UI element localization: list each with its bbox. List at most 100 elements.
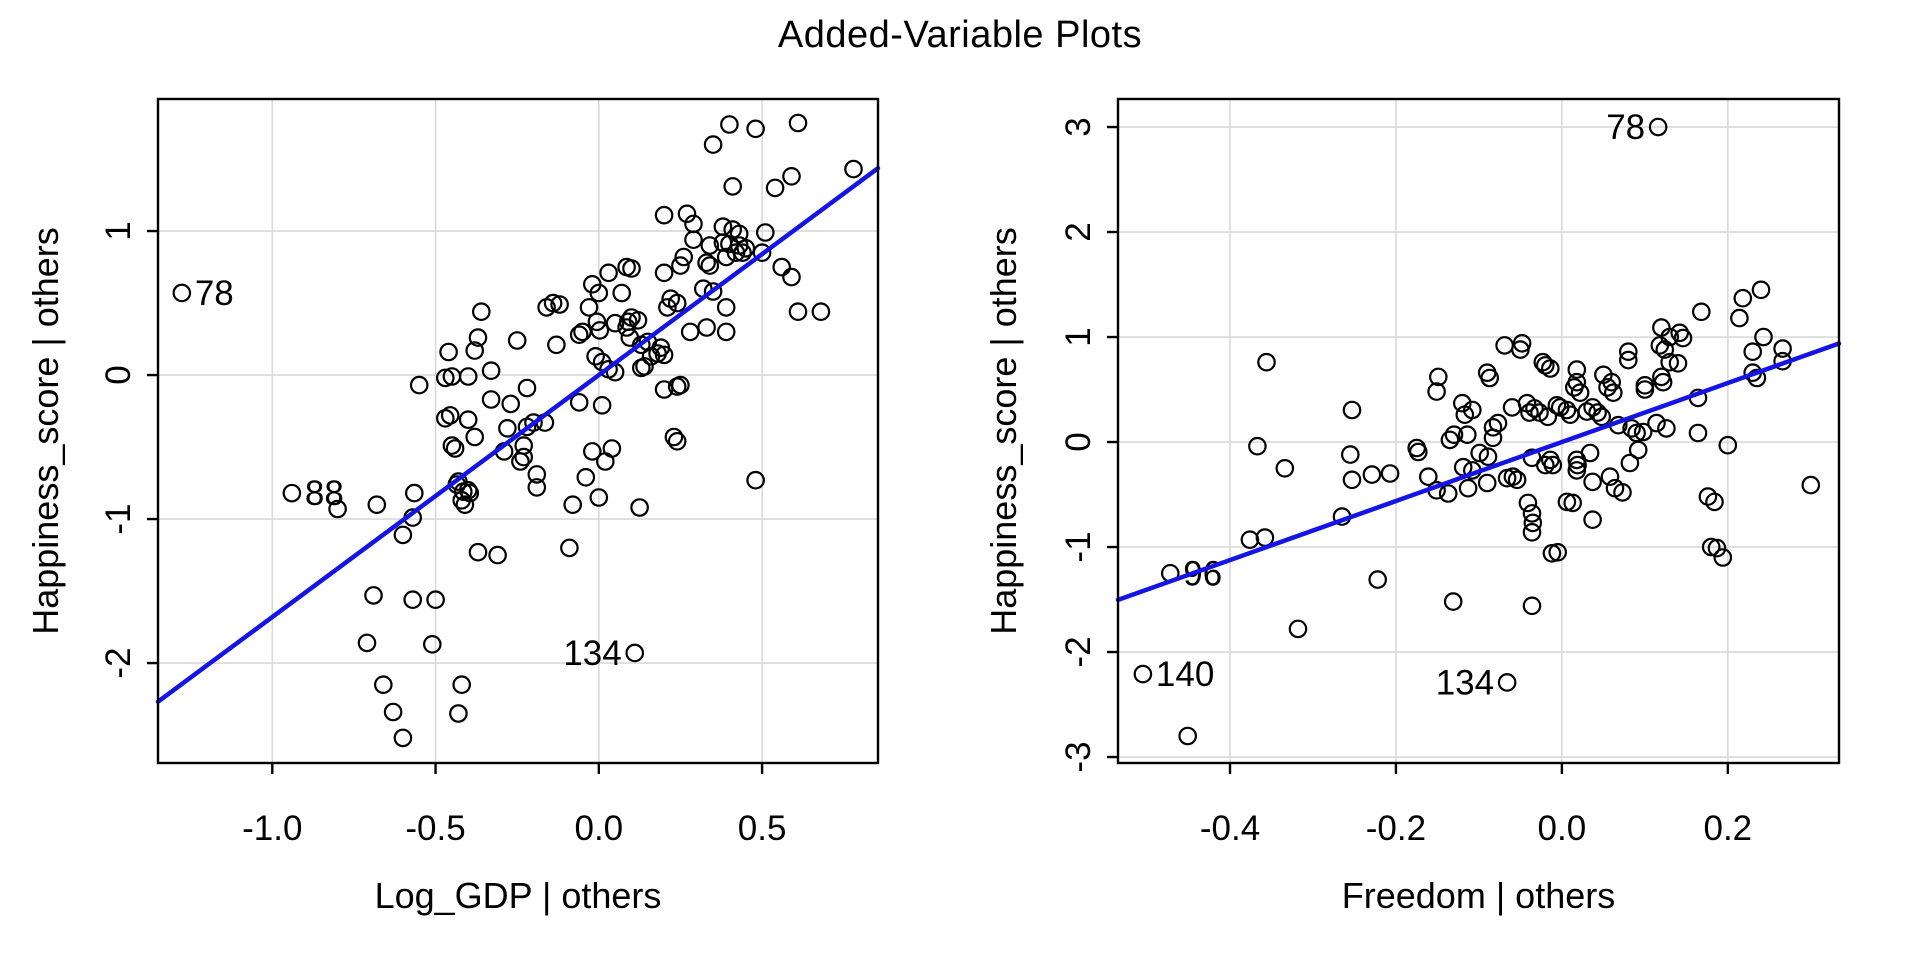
data-point: [1622, 419, 1641, 438]
data-point: [468, 542, 488, 562]
x-tick-label: 0.2: [1703, 809, 1752, 848]
data-point: [1713, 548, 1733, 567]
data-point: [658, 298, 677, 317]
data-point: [403, 590, 422, 609]
data-point: [452, 675, 471, 694]
data-point: [547, 335, 566, 355]
data-point: [582, 442, 602, 461]
x-tick-label: -0.5: [405, 809, 465, 848]
data-point: [752, 243, 772, 262]
data-point: [1520, 403, 1539, 422]
data-point: [1602, 372, 1621, 392]
data-point: [458, 367, 478, 386]
data-point: [373, 675, 393, 694]
data-point: [452, 490, 471, 510]
data-point: [1257, 352, 1276, 372]
x-tick-label: 0.0: [574, 809, 623, 848]
data-point: [1342, 470, 1362, 490]
data-point: [1598, 378, 1617, 397]
data-point: [671, 256, 690, 275]
data-point: [1483, 417, 1503, 437]
data-point: [501, 394, 520, 414]
y-tick-label: 0: [99, 365, 138, 384]
data-point: [1743, 342, 1762, 361]
plot-border: [1116, 97, 1841, 765]
data-point: [697, 318, 716, 337]
data-point: [1583, 472, 1602, 492]
data-point: [383, 702, 403, 722]
data-point: [435, 368, 455, 388]
point-label: 78: [1606, 108, 1645, 147]
data-point: [617, 318, 636, 337]
data-point: [409, 375, 429, 395]
data-point: [1522, 596, 1542, 616]
data-point: [1567, 360, 1587, 379]
data-point: [782, 167, 801, 186]
labeled-data-point: [172, 283, 192, 303]
data-point: [488, 545, 507, 565]
data-point: [1557, 400, 1577, 420]
data-point: [445, 439, 465, 458]
data-point: [422, 634, 442, 654]
data-point: [1341, 445, 1360, 464]
data-point: [1565, 378, 1584, 397]
data-point: [560, 538, 579, 558]
data-point: [1563, 493, 1582, 513]
data-point: [550, 295, 569, 314]
data-point: [1429, 367, 1448, 387]
data-point: [667, 293, 687, 313]
data-point: [765, 178, 785, 198]
data-point: [393, 728, 413, 748]
data-point: [1650, 336, 1670, 355]
x-tick-label: 0.0: [1538, 809, 1587, 848]
labeled-data-point: [282, 483, 302, 503]
data-point: [713, 217, 733, 236]
data-point: [1240, 530, 1260, 549]
data-point: [1567, 461, 1587, 480]
data-point: [1730, 308, 1749, 328]
data-point: [527, 465, 547, 484]
data-point: [680, 322, 700, 342]
data-point: [1633, 422, 1653, 442]
data-point: [517, 378, 537, 398]
data-point: [700, 236, 720, 255]
data-point: [1754, 327, 1773, 347]
data-point: [589, 283, 609, 303]
data-point: [592, 395, 612, 415]
data-point: [527, 478, 547, 497]
data-point: [1707, 538, 1727, 558]
data-point: [697, 253, 716, 273]
data-point: [1458, 478, 1478, 498]
data-point: [1536, 455, 1555, 475]
data-point: [1483, 428, 1503, 448]
data-point: [465, 341, 484, 360]
data-point: [449, 704, 468, 723]
avplot-panel-left: 78 88 134 -1.0 -0.5 0.0 0.5 -2 -1 0 1 Log_GDP | oth…: [25, 97, 881, 916]
y-tick-label: 1: [1059, 327, 1098, 346]
point-label: 140: [1156, 655, 1214, 694]
data-point: [1518, 493, 1538, 513]
data-point: [723, 177, 742, 196]
data-point: [498, 418, 517, 438]
data-point: [684, 230, 703, 249]
data-point: [364, 586, 383, 605]
data-point: [1647, 413, 1666, 433]
data-point: [677, 204, 697, 224]
data-point: [1525, 399, 1544, 418]
data-point: [458, 410, 478, 429]
data-point: [1660, 352, 1679, 372]
data-point: [1438, 484, 1458, 503]
y-tick-label: -2: [1059, 636, 1098, 667]
data-point: [1470, 443, 1489, 463]
data-point: [589, 488, 609, 507]
y-tick-label: 3: [1059, 117, 1098, 136]
data-point: [563, 495, 582, 514]
data-point: [1628, 440, 1648, 460]
data-point: [328, 499, 347, 519]
data-point: [1604, 383, 1623, 402]
data-point: [1507, 470, 1527, 490]
data-point: [1444, 425, 1464, 444]
data-point: [811, 302, 831, 321]
